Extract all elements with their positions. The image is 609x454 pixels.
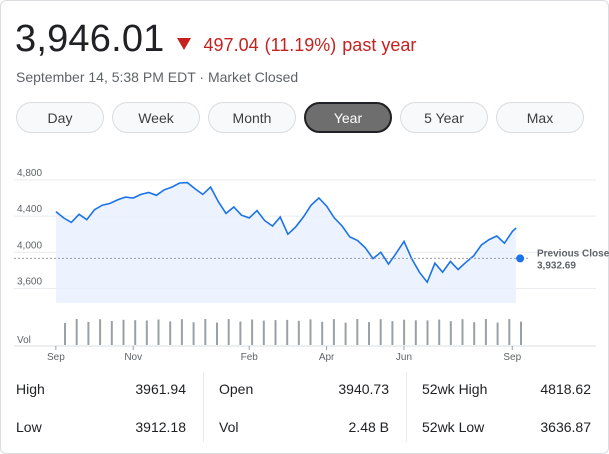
change-period: past year (342, 35, 417, 55)
volume-bar (484, 319, 487, 345)
low-value: 3912.18 (135, 419, 186, 435)
volume-bar (262, 320, 265, 345)
tab-day[interactable]: Day (16, 102, 104, 133)
volume-bar (368, 322, 370, 345)
wk52-low-label: 52wk Low (422, 419, 485, 435)
price-row: 3,946.01 497.04 (11.19%) past year (15, 18, 416, 61)
volume-bar (87, 321, 90, 345)
y-tick-label: 3,600 (17, 277, 42, 288)
volume-bar (379, 319, 382, 345)
tab-5-year[interactable]: 5 Year (400, 102, 488, 133)
wk52-high-value: 4818.62 (540, 381, 591, 397)
volume-bar (414, 320, 417, 345)
x-tick-label: Jun (396, 352, 412, 363)
stats-divider (203, 372, 204, 442)
change-percent: (11.19%) (264, 35, 337, 55)
volume-bar (192, 322, 195, 345)
volume-bar (461, 319, 464, 345)
time-range-tabs: Day Week Month Year 5 Year Max (16, 102, 592, 133)
vol-label: Vol (219, 419, 239, 435)
change-points: 497.04 (203, 35, 259, 55)
market-timestamp: September 14, 5:38 PM EDT · Market Close… (16, 69, 299, 85)
current-price: 3,946.01 (15, 18, 165, 60)
volume-bar (169, 321, 172, 345)
volume-bar (75, 319, 78, 345)
volume-bar (122, 319, 125, 345)
volume-bar (496, 322, 499, 345)
high-label: High (16, 381, 45, 397)
volume-bar (239, 321, 242, 345)
volume-bar (332, 319, 335, 345)
previous-close-value: 3,932.69 (537, 260, 576, 271)
volume-bar (403, 319, 406, 345)
volume-bar (520, 321, 522, 345)
tab-max[interactable]: Max (496, 102, 584, 133)
volume-bar (426, 320, 429, 345)
triangle-down-icon (176, 38, 191, 50)
wk52-low-value: 3636.87 (540, 419, 591, 435)
volume-bar (297, 320, 300, 345)
tab-month[interactable]: Month (208, 102, 296, 133)
volume-bar (449, 321, 452, 345)
volume-bar (99, 319, 102, 345)
x-tick-label: Apr (319, 352, 335, 363)
volume-bar (321, 321, 324, 345)
previous-close-label: Previous Close: (537, 248, 609, 259)
volume-bar (391, 321, 394, 345)
wk52-high-label: 52wk High (422, 381, 488, 397)
volume-bar (286, 319, 289, 345)
open-value: 3940.73 (338, 381, 389, 397)
stats-table (0, 370, 609, 454)
price-line (55, 181, 517, 284)
volume-bar (157, 319, 160, 345)
volume-bar (473, 322, 476, 345)
volume-bar (274, 320, 277, 345)
open-label: Open (219, 381, 254, 397)
volume-bar (227, 319, 230, 345)
stats-divider (406, 372, 407, 442)
price-chart[interactable]: Previous Close: 3,932.69 4,800 4,400 4,000… (0, 165, 609, 370)
volume-bar (204, 319, 207, 345)
tab-year[interactable]: Year (304, 102, 392, 133)
vol-value: 2.48 B (348, 419, 389, 435)
x-tick-label: Sep (503, 352, 521, 363)
volume-bar (251, 319, 254, 345)
price-area-fill (55, 182, 517, 303)
x-tick-label: Sep (47, 352, 65, 363)
tab-week[interactable]: Week (112, 102, 200, 133)
y-tick-label: 4,800 (17, 168, 42, 179)
volume-bar (64, 322, 66, 345)
last-price-dot (516, 254, 525, 263)
x-tick-label: Nov (124, 352, 142, 363)
y-tick-label: 4,400 (17, 204, 42, 215)
volume-bar (216, 322, 218, 345)
volume-bar (438, 319, 441, 345)
volume-bar (134, 320, 137, 345)
volume-bar (356, 319, 359, 345)
volume-bar (110, 321, 113, 345)
volume-bar (508, 319, 511, 345)
volume-label: Vol (17, 335, 31, 346)
price-change: 497.04 (11.19%) past year (176, 35, 417, 56)
volume-bar (180, 319, 183, 345)
x-tick-label: Feb (241, 352, 259, 363)
volume-bar (309, 319, 312, 345)
y-tick-label: 4,000 (17, 240, 42, 251)
low-label: Low (16, 419, 42, 435)
high-value: 3961.94 (135, 381, 186, 397)
volume-bar (344, 322, 347, 345)
volume-bar (145, 320, 148, 345)
